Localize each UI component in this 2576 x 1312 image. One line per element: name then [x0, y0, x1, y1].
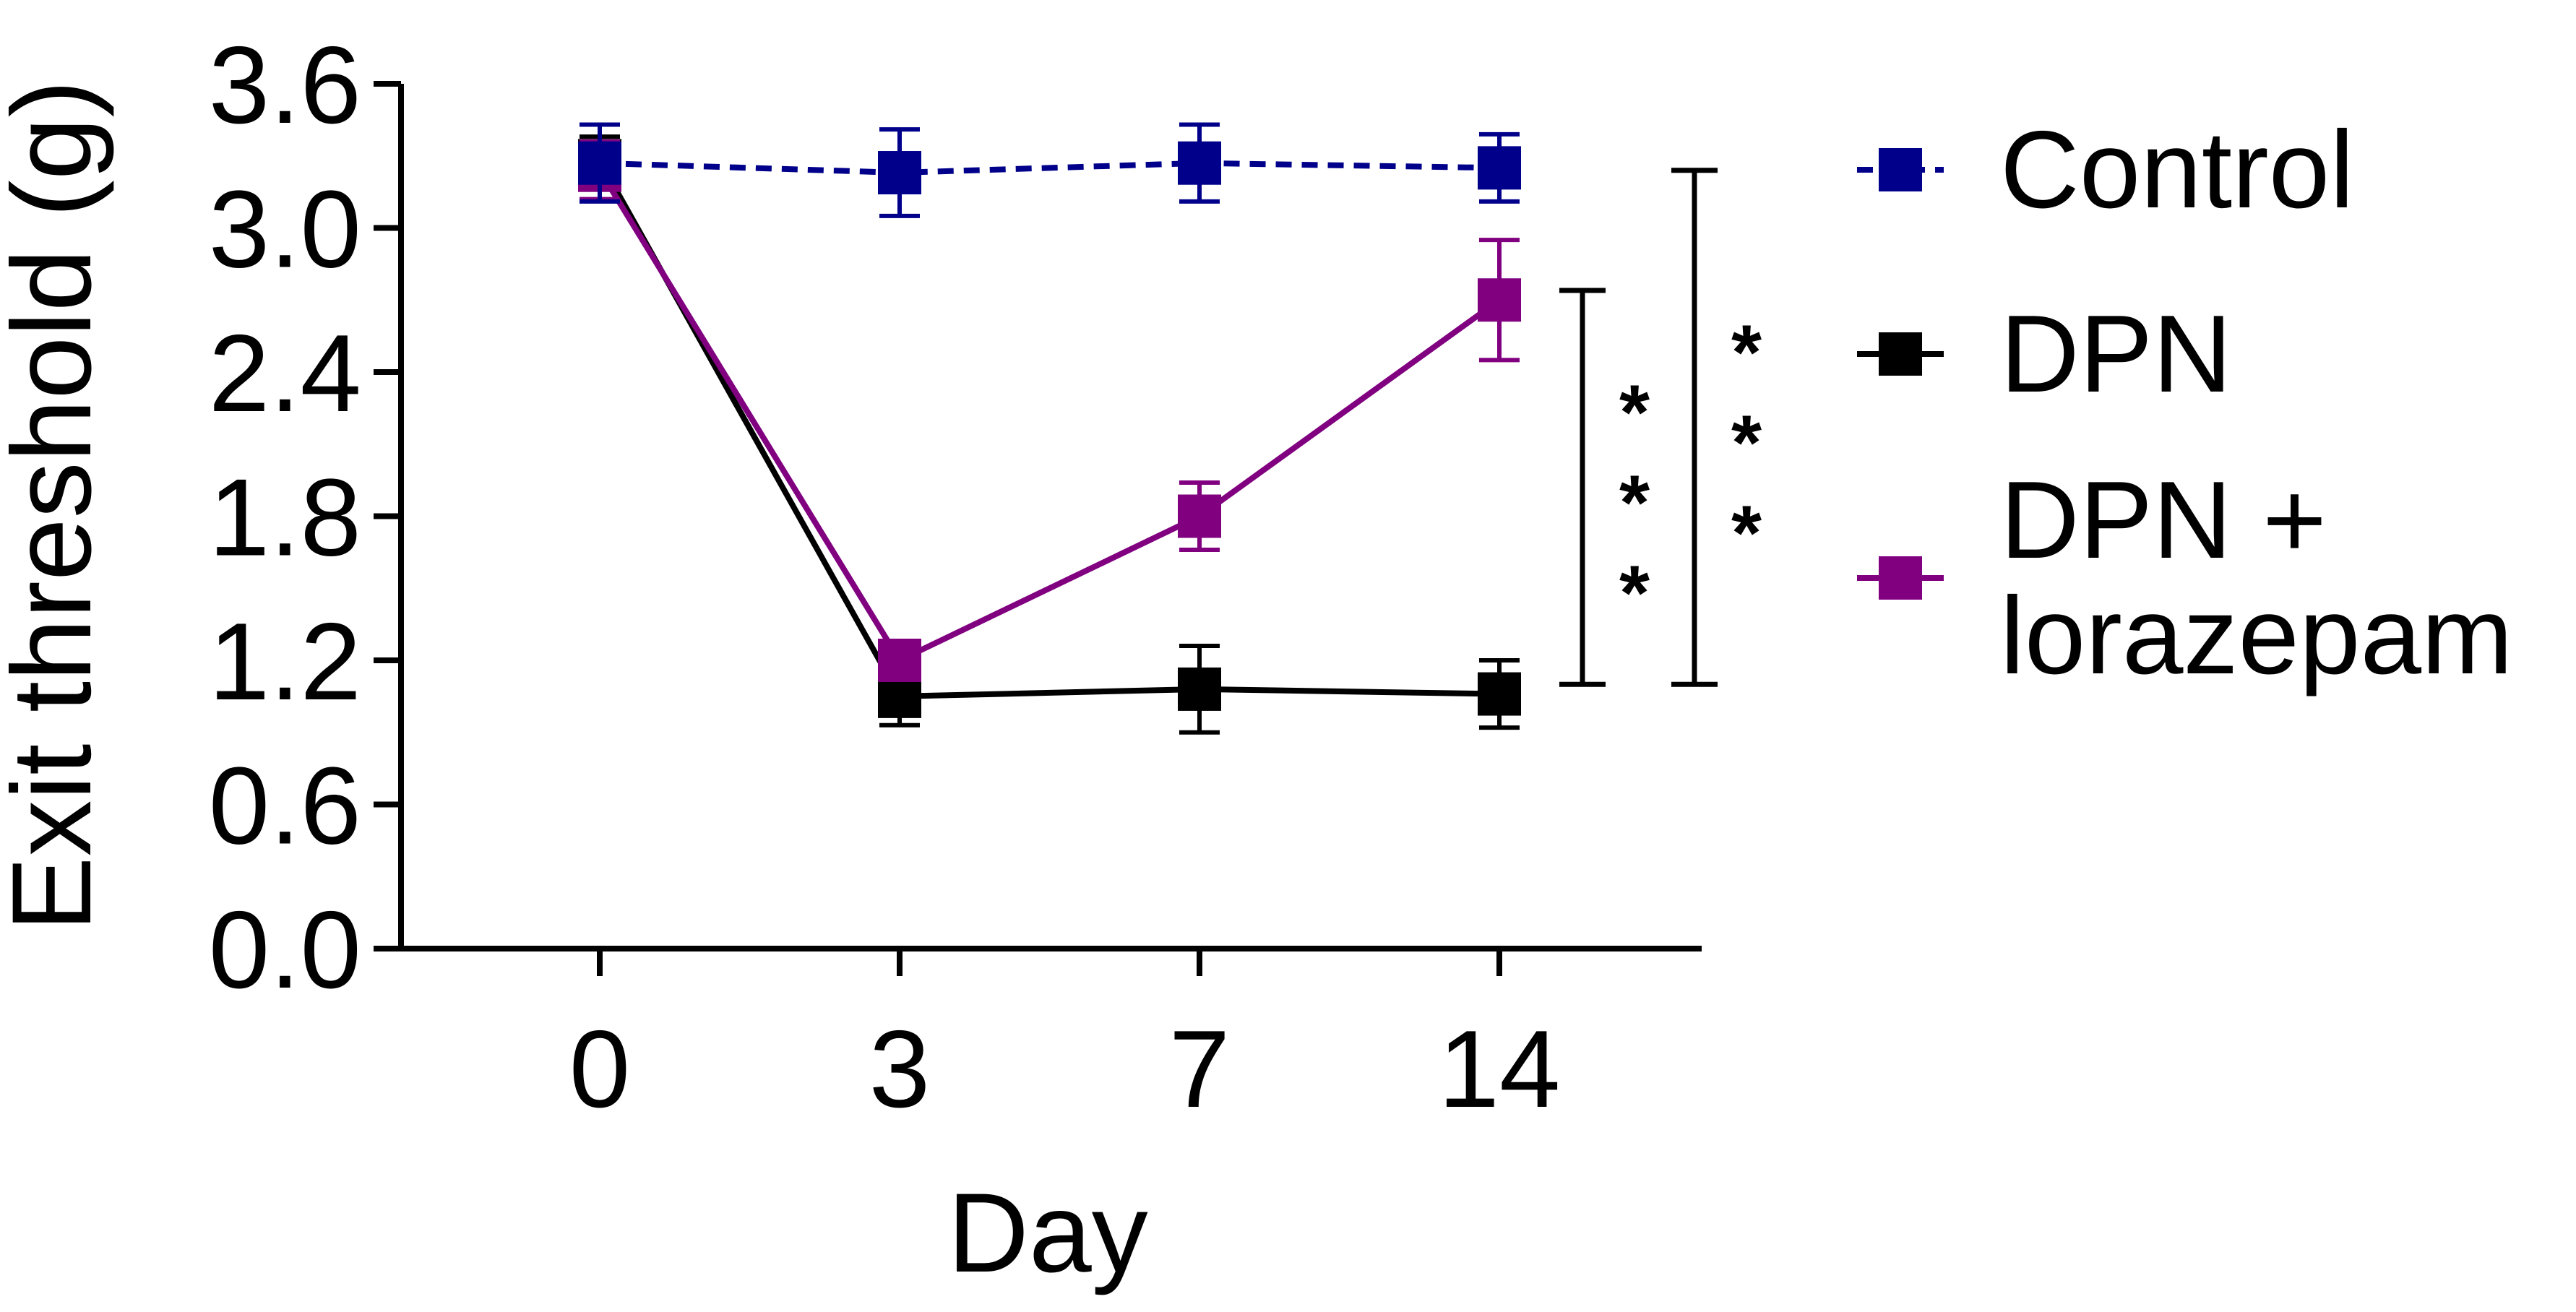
x-axis-label: Day	[947, 1170, 1147, 1296]
legend-item: DPN	[1857, 293, 2232, 415]
significance-asterisk: *	[1731, 488, 1762, 576]
legend: Control DPN DPN + lorazepam	[1857, 108, 2513, 697]
y-axis-label: Exit threshold (g)	[0, 79, 115, 931]
significance-bracket: ***	[1559, 288, 1650, 687]
legend-label: DPN	[2000, 293, 2232, 415]
y-tick-label: 0.0	[209, 889, 361, 1011]
axes: 0.0 0.6 1.2 1.8 2.4 3.0 3.6 0 3 7 14	[209, 24, 1702, 1131]
legend-marker	[1879, 148, 1922, 191]
legend-label: DPN + lorazepam	[2000, 459, 2513, 697]
legend-item: DPN + lorazepam	[1857, 459, 2513, 697]
data-point-marker	[878, 639, 921, 682]
legend-marker	[1879, 332, 1922, 376]
x-tick-label: 3	[869, 1008, 931, 1131]
legend-marker	[1879, 556, 1922, 600]
data-point-marker	[1478, 278, 1521, 322]
series-line	[597, 159, 1500, 699]
significance-asterisk: *	[1731, 398, 1762, 485]
series-line	[597, 168, 1502, 665]
significance-brackets: ******	[1559, 168, 1762, 687]
legend-item: Control	[1857, 108, 2354, 231]
data-point-marker	[1178, 494, 1221, 538]
y-tick-label: 3.0	[209, 168, 361, 291]
significance-asterisk: *	[1619, 459, 1650, 546]
legend-label: Control	[2000, 108, 2354, 231]
series-layer	[578, 122, 1521, 735]
series-dpn	[578, 134, 1521, 735]
y-tick-label: 1.8	[209, 457, 361, 579]
data-point-marker	[578, 141, 621, 185]
y-tick-label: 1.2	[209, 600, 361, 723]
series-line	[599, 160, 1500, 176]
significance-asterisk: *	[1619, 368, 1650, 456]
x-tick-label: 0	[569, 1008, 631, 1131]
series-control	[578, 122, 1521, 218]
series-dpn-lorazepam	[578, 139, 1521, 682]
significance-asterisk: *	[1731, 308, 1762, 395]
y-tick-label: 0.6	[209, 745, 361, 868]
data-point-marker	[1478, 672, 1521, 716]
significance-bracket: ***	[1671, 168, 1762, 687]
x-tick-label: 7	[1169, 1008, 1231, 1131]
significance-asterisk: *	[1619, 549, 1650, 636]
y-tick-label: 3.6	[209, 24, 361, 147]
data-point-marker	[1478, 146, 1521, 190]
x-tick-label: 14	[1438, 1008, 1560, 1131]
y-tick-label: 2.4	[209, 312, 361, 435]
data-point-marker	[1178, 141, 1221, 185]
data-point-marker	[1178, 667, 1221, 711]
data-point-marker	[878, 151, 921, 195]
